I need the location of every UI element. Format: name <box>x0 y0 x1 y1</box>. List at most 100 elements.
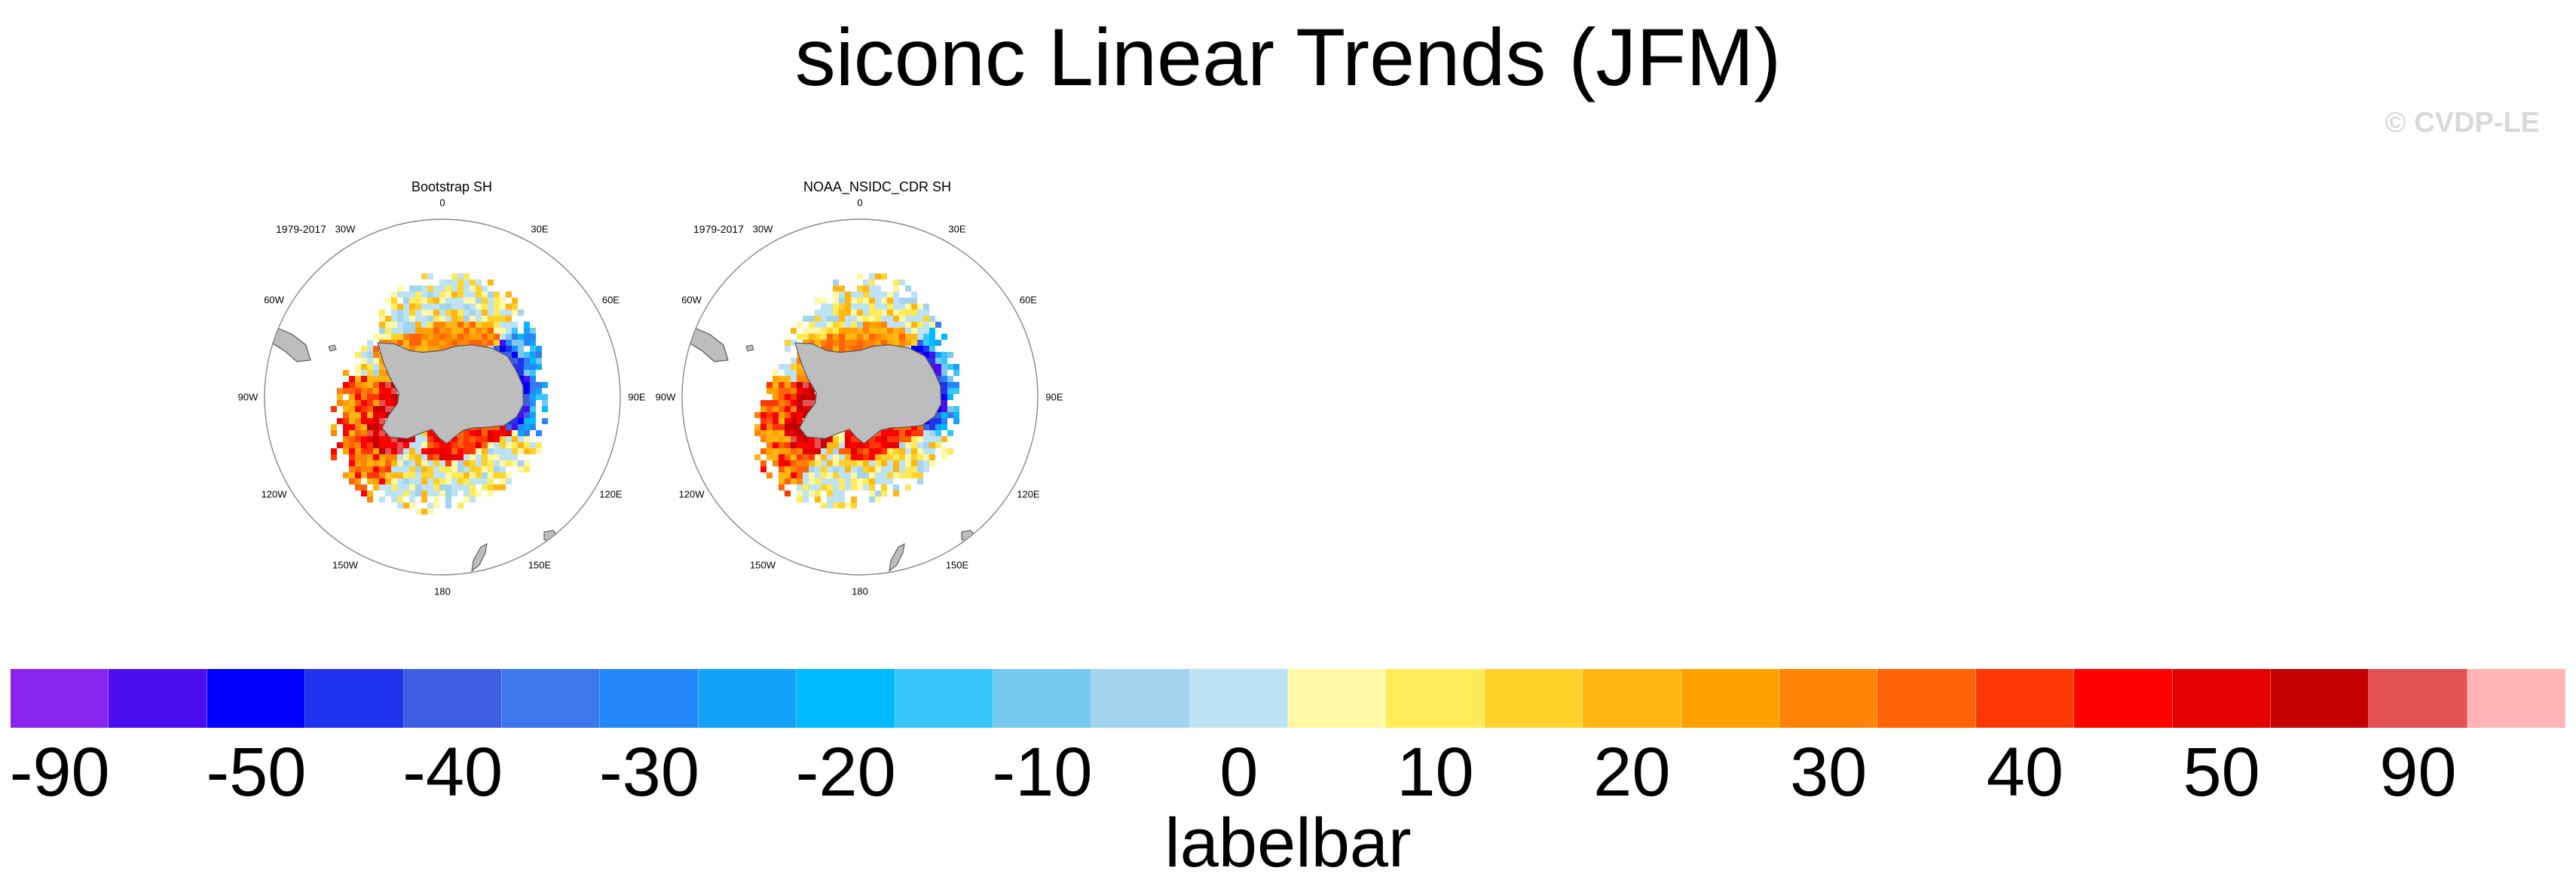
trend-cell <box>439 280 445 286</box>
trend-cell <box>524 322 530 328</box>
trend-cell <box>337 418 343 424</box>
trend-cell <box>343 388 349 394</box>
trend-cell <box>433 316 439 322</box>
trend-cell <box>355 364 361 370</box>
trend-cell <box>373 388 379 394</box>
trend-cell <box>905 466 911 472</box>
trend-cell <box>457 472 463 478</box>
trend-cell <box>355 484 361 490</box>
trend-cell <box>947 412 953 418</box>
trend-cell <box>911 340 917 346</box>
trend-cell <box>385 322 391 328</box>
trend-cell <box>361 472 367 478</box>
trend-cell <box>899 460 905 466</box>
map-boundary-circle <box>264 218 621 576</box>
trend-cell <box>385 436 391 442</box>
trend-cell <box>875 466 881 472</box>
trend-cell <box>851 328 857 334</box>
trend-cell <box>367 358 373 364</box>
trend-cell <box>881 472 887 478</box>
trend-cell <box>373 460 379 466</box>
trend-cell <box>947 430 953 436</box>
trend-cell <box>470 484 476 490</box>
trend-cell <box>881 310 887 316</box>
trend-cell <box>494 292 500 298</box>
trend-cell <box>941 406 947 412</box>
trend-cell <box>785 454 791 460</box>
trend-cell <box>905 310 911 316</box>
trend-cell <box>779 460 785 466</box>
trend-cell <box>445 304 451 310</box>
trend-cell <box>857 340 863 346</box>
trend-cell <box>349 376 355 382</box>
trend-cell <box>863 466 869 472</box>
colorbar-swatch <box>993 669 1092 728</box>
trend-cell <box>536 394 542 400</box>
trend-cell <box>766 436 772 442</box>
trend-cell <box>827 310 833 316</box>
polar-map <box>264 218 621 576</box>
trend-cell <box>482 466 488 472</box>
trend-cell <box>923 460 929 466</box>
longitude-label: 30W <box>335 223 356 235</box>
trend-cell <box>524 334 530 340</box>
trend-cell <box>911 442 917 448</box>
trend-cell <box>476 490 482 496</box>
trend-cell <box>905 334 911 340</box>
trend-cell <box>917 346 923 352</box>
trend-cell <box>433 503 439 509</box>
trend-cell <box>463 478 470 484</box>
trend-cell <box>331 454 337 460</box>
new-zealand-landmass <box>471 543 488 573</box>
trend-cell <box>373 370 379 376</box>
trend-cell <box>530 406 536 412</box>
trend-cell <box>803 478 809 484</box>
trend-cell <box>427 490 433 496</box>
trend-cell <box>397 334 403 340</box>
trend-cell <box>512 322 518 328</box>
trend-cell <box>953 370 959 376</box>
trend-cell <box>367 478 373 484</box>
trend-cell <box>827 316 833 322</box>
longitude-label: 180 <box>852 585 868 597</box>
trend-cell <box>439 298 445 304</box>
trend-cell <box>869 322 875 328</box>
trend-cell <box>953 418 959 424</box>
trend-cell <box>785 412 791 418</box>
trend-cell <box>772 412 779 418</box>
trend-cell <box>476 442 482 448</box>
trend-cell <box>355 370 361 376</box>
trend-cell <box>415 484 421 490</box>
trend-cell <box>379 388 385 394</box>
trend-cell <box>494 472 500 478</box>
trend-cell <box>785 424 791 430</box>
trend-cell <box>518 424 524 430</box>
trend-cell <box>857 478 863 484</box>
trend-cell <box>935 322 941 328</box>
trend-cell <box>385 388 391 394</box>
trend-cell <box>772 460 779 466</box>
trend-cell <box>935 376 941 382</box>
trend-cell <box>905 304 911 310</box>
trend-cell <box>821 460 827 466</box>
trend-cell <box>397 460 403 466</box>
trend-cell <box>415 436 421 442</box>
trend-cell <box>875 304 881 310</box>
trend-cell <box>409 310 415 316</box>
trend-cell <box>518 358 524 364</box>
trend-cell <box>857 442 863 448</box>
trend-cell <box>851 496 857 503</box>
trend-cell <box>899 322 905 328</box>
trend-cell <box>536 358 542 364</box>
trend-cell <box>482 286 488 292</box>
trend-cell <box>349 400 355 406</box>
trend-cell <box>457 328 463 334</box>
trend-cell <box>445 472 451 478</box>
trend-cell <box>881 442 887 448</box>
trend-cell <box>506 442 512 448</box>
trend-cell <box>905 316 911 322</box>
colorbar-swatch <box>797 669 895 728</box>
longitude-label: 120E <box>1017 488 1040 500</box>
trend-cell <box>815 460 821 466</box>
trend-cell <box>379 412 385 418</box>
